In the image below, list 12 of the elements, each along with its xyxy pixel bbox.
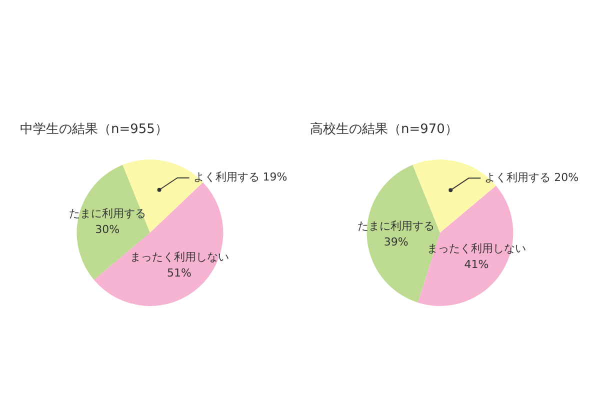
chart-title: 高校生の結果（n=970） [310, 121, 458, 138]
slice-label: よく利用する 19% [193, 170, 288, 184]
slice-label: まったく利用しない [426, 242, 526, 256]
slice-label: よく利用する 20% [484, 171, 579, 184]
data-label: 39% [384, 235, 408, 248]
chart-title: 中学生の結果（n=955） [20, 122, 168, 138]
slice-label: たまに利用する [68, 207, 146, 220]
data-label: 51% [167, 266, 192, 280]
slice-label: たまに利用する [358, 219, 435, 232]
data-label: 41% [464, 258, 489, 272]
slice-label: まったく利用しない [130, 250, 229, 264]
data-label: 30% [95, 223, 120, 236]
